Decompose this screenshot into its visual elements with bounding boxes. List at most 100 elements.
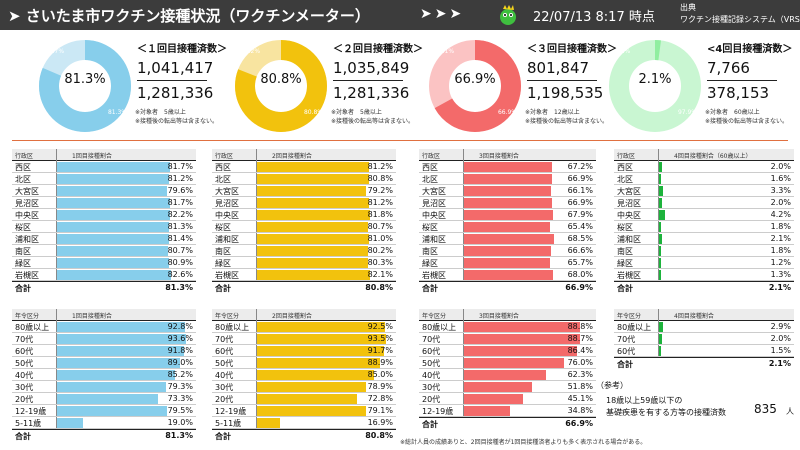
donut-chart: 66.9% 66.9% 33.1% xyxy=(427,38,523,134)
row-bar xyxy=(257,406,367,416)
row-bar xyxy=(464,174,552,184)
row-value: 89.0% xyxy=(167,358,193,367)
table-row: 80歳以上 92.8% xyxy=(12,321,196,333)
table-row: 70代 88.7% xyxy=(419,333,596,345)
table-header-category: 行政区 xyxy=(15,153,34,160)
note-line2: 基礎疾患を有する方等の接種済数 xyxy=(606,408,726,417)
table-row: 中央区 82.2% xyxy=(12,209,196,221)
table-row: 緑区 80.9% xyxy=(12,257,196,269)
row-value: 78.9% xyxy=(367,382,393,391)
kpi-divider xyxy=(527,80,597,81)
row-label: 70代 xyxy=(15,335,34,344)
row-bar xyxy=(57,418,84,428)
data-table: 行政区 2回目接種割合 西区 81.2% 北区 80.8% 大宮区 79.2% 見沼区 81.2%… xyxy=(212,149,396,295)
table-row: 中央区 67.9% xyxy=(419,209,596,221)
table-header-rate: 4回目接種割合 xyxy=(674,313,714,320)
table-header: 年令区分 3回目接種割合 xyxy=(419,309,596,321)
donut-svg xyxy=(39,40,131,132)
row-value: 66.9% xyxy=(567,198,593,207)
table-column-divider xyxy=(256,149,257,281)
row-bar xyxy=(464,162,553,172)
update-datetime: 22/07/13 8:17 時点 xyxy=(533,10,655,25)
table-row: 40代 85.2% xyxy=(12,369,196,381)
row-value: 2.0% xyxy=(770,162,791,171)
row-bar xyxy=(464,406,510,416)
row-bar xyxy=(57,406,167,416)
row-value: 76.0% xyxy=(567,358,593,367)
data-table: 年令区分 4回目接種割合 80歳以上 2.9% 70代 2.0% 60代 1.5% 合計 2.1% xyxy=(614,309,794,371)
table-row: 80歳以上 92.5% xyxy=(212,321,396,333)
kpi-target-count: 378,153 xyxy=(707,84,770,102)
row-bar xyxy=(659,174,662,184)
table-header-category: 行政区 xyxy=(422,153,441,160)
row-value: 1.5% xyxy=(770,346,791,355)
row-bar xyxy=(659,198,662,208)
row-bar xyxy=(57,234,170,244)
row-value: 65.4% xyxy=(567,222,593,231)
row-label: 40代 xyxy=(215,371,234,380)
row-label: 緑区 xyxy=(15,259,31,268)
row-label: 60代 xyxy=(15,347,34,356)
row-value: 66.1% xyxy=(567,186,593,195)
table-row: 大宮区 79.2% xyxy=(212,185,396,197)
kpi-header: ＜３回目接種済数＞ xyxy=(527,44,617,55)
row-label: 50代 xyxy=(215,359,234,368)
row-label: 大宮区 xyxy=(15,187,39,196)
table-row: 30代 79.3% xyxy=(12,381,196,393)
donut-done-arc xyxy=(39,40,131,132)
row-label: 12-19歳 xyxy=(422,407,454,416)
kpi-divider xyxy=(707,80,777,81)
row-bar xyxy=(464,198,552,208)
table-header-rate: 3回目接種割合 xyxy=(479,153,519,160)
row-bar xyxy=(464,394,524,404)
table-row: 60代 1.5% xyxy=(614,345,794,357)
row-bar xyxy=(57,210,171,220)
row-label: 中央区 xyxy=(215,211,239,220)
total-label: 合計 xyxy=(617,360,633,369)
table-row: 北区 81.2% xyxy=(12,173,196,185)
kpi-note-target: ※対象者 5歳以上 xyxy=(331,109,382,116)
table-header-category: 行政区 xyxy=(617,153,636,160)
row-value: 85.2% xyxy=(167,370,193,379)
table-header-rate: 1回目接種割合 xyxy=(72,313,112,320)
table-header: 行政区 3回目接種割合 xyxy=(419,149,596,161)
table-total-row: 合計 66.9% xyxy=(419,281,596,293)
row-value: 2.0% xyxy=(770,198,791,207)
table-row: 浦和区 81.0% xyxy=(212,233,396,245)
slice-label-remaining: 18.7% xyxy=(45,48,65,55)
row-value: 1.6% xyxy=(770,174,791,183)
table-row: 大宮区 66.1% xyxy=(419,185,596,197)
table-row: 西区 67.2% xyxy=(419,161,596,173)
row-bar xyxy=(57,174,170,184)
row-label: 北区 xyxy=(617,175,633,184)
row-bar xyxy=(257,334,387,344)
row-value: 65.7% xyxy=(567,258,593,267)
row-label: 桜区 xyxy=(422,223,438,232)
row-value: 79.5% xyxy=(167,406,193,415)
row-label: 20代 xyxy=(15,395,34,404)
table-row: 中央区 4.2% xyxy=(614,209,794,221)
row-label: 桜区 xyxy=(15,223,31,232)
total-value: 66.9% xyxy=(565,283,593,292)
row-bar xyxy=(464,246,552,256)
row-value: 80.9% xyxy=(167,258,193,267)
table-header-rate: 4回目接種割合（60歳以上） xyxy=(674,153,752,160)
table-row: 見沼区 81.2% xyxy=(212,197,396,209)
kpi-done-count: 801,847 xyxy=(527,59,590,77)
row-label: 見沼区 xyxy=(422,199,446,208)
donut-percent: 66.9% xyxy=(454,72,496,87)
row-label: 30代 xyxy=(215,383,234,392)
row-value: 80.8% xyxy=(367,174,393,183)
row-bar xyxy=(57,198,170,208)
row-value: 1.3% xyxy=(770,270,791,279)
row-label: 60代 xyxy=(617,347,636,356)
row-label: 岩槻区 xyxy=(617,271,641,280)
row-value: 91.7% xyxy=(367,346,393,355)
table-row: 12-19歳 79.5% xyxy=(12,405,196,417)
row-value: 2.0% xyxy=(770,334,791,343)
row-value: 86.4% xyxy=(567,346,593,355)
table-row: 80歳以上 2.9% xyxy=(614,321,794,333)
row-bar xyxy=(57,186,167,196)
table-row: 西区 2.0% xyxy=(614,161,794,173)
total-label: 合計 xyxy=(215,432,231,441)
